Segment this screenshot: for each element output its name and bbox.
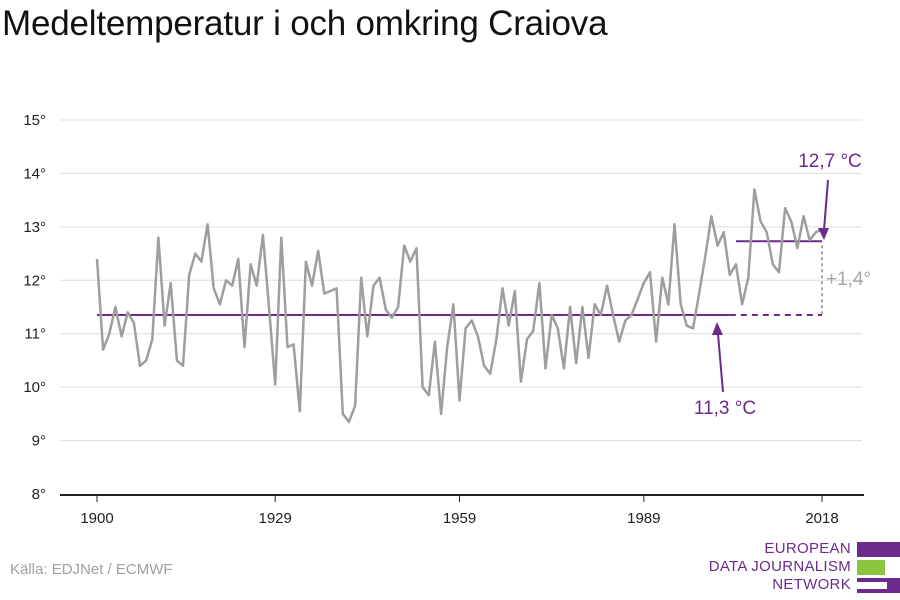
x-tick-label: 1989 — [627, 510, 660, 527]
y-tick-label: 8° — [32, 486, 46, 503]
recent-average-arrowhead — [818, 228, 829, 240]
chart-title: Medeltemperatur i och omkring Craiova — [2, 4, 608, 43]
baseline-average-arrowhead — [712, 322, 723, 335]
recent-average-arrow-shaft — [823, 179, 829, 231]
y-tick-label: 11° — [24, 326, 46, 343]
y-tick-label: 9° — [32, 433, 46, 450]
y-tick-label: 14° — [23, 165, 46, 182]
logo-line-2: DATA JOURNALISM — [708, 558, 851, 575]
y-tick-label: 13° — [23, 219, 46, 236]
y-tick-label: 15° — [23, 112, 46, 129]
y-tick-label: 12° — [23, 272, 46, 289]
temperature-series-line — [95, 188, 823, 424]
baseline-average-label: 11,3 °C — [694, 398, 756, 419]
x-tick-label: 1959 — [443, 510, 476, 527]
baseline-average-arrow-shaft — [717, 333, 724, 393]
source-note: Källa: EDJNet / ECMWF — [10, 561, 173, 578]
logo-bar-top — [857, 542, 900, 557]
y-tick-label: 10° — [23, 379, 46, 396]
logo-line-1: EUROPEAN — [764, 540, 851, 557]
recent-average-label: 12,7 °C — [798, 151, 862, 172]
difference-label: +1,4° — [826, 269, 871, 290]
x-tick-label: 1900 — [80, 510, 113, 527]
logo-bar-middle — [857, 560, 885, 575]
x-tick-label: 1929 — [258, 510, 291, 527]
x-tick-label: 2018 — [805, 510, 838, 527]
logo-line-3: NETWORK — [772, 576, 851, 593]
edjnet-logo: EUROPEAN DATA JOURNALISM NETWORK — [700, 538, 900, 596]
logo-bar-bottom-gap — [857, 582, 887, 589]
